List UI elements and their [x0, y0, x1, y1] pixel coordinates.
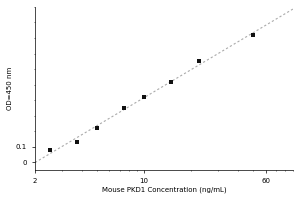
Point — [251, 33, 256, 37]
X-axis label: Mouse PKD1 Concentration (ng/mL): Mouse PKD1 Concentration (ng/mL) — [101, 187, 226, 193]
Point — [196, 60, 201, 63]
Point — [75, 141, 80, 144]
Point — [47, 148, 52, 152]
Point — [122, 106, 127, 110]
Point — [142, 95, 146, 99]
Y-axis label: OD=450 nm: OD=450 nm — [7, 67, 13, 110]
Point — [94, 127, 99, 130]
Point — [169, 80, 174, 83]
